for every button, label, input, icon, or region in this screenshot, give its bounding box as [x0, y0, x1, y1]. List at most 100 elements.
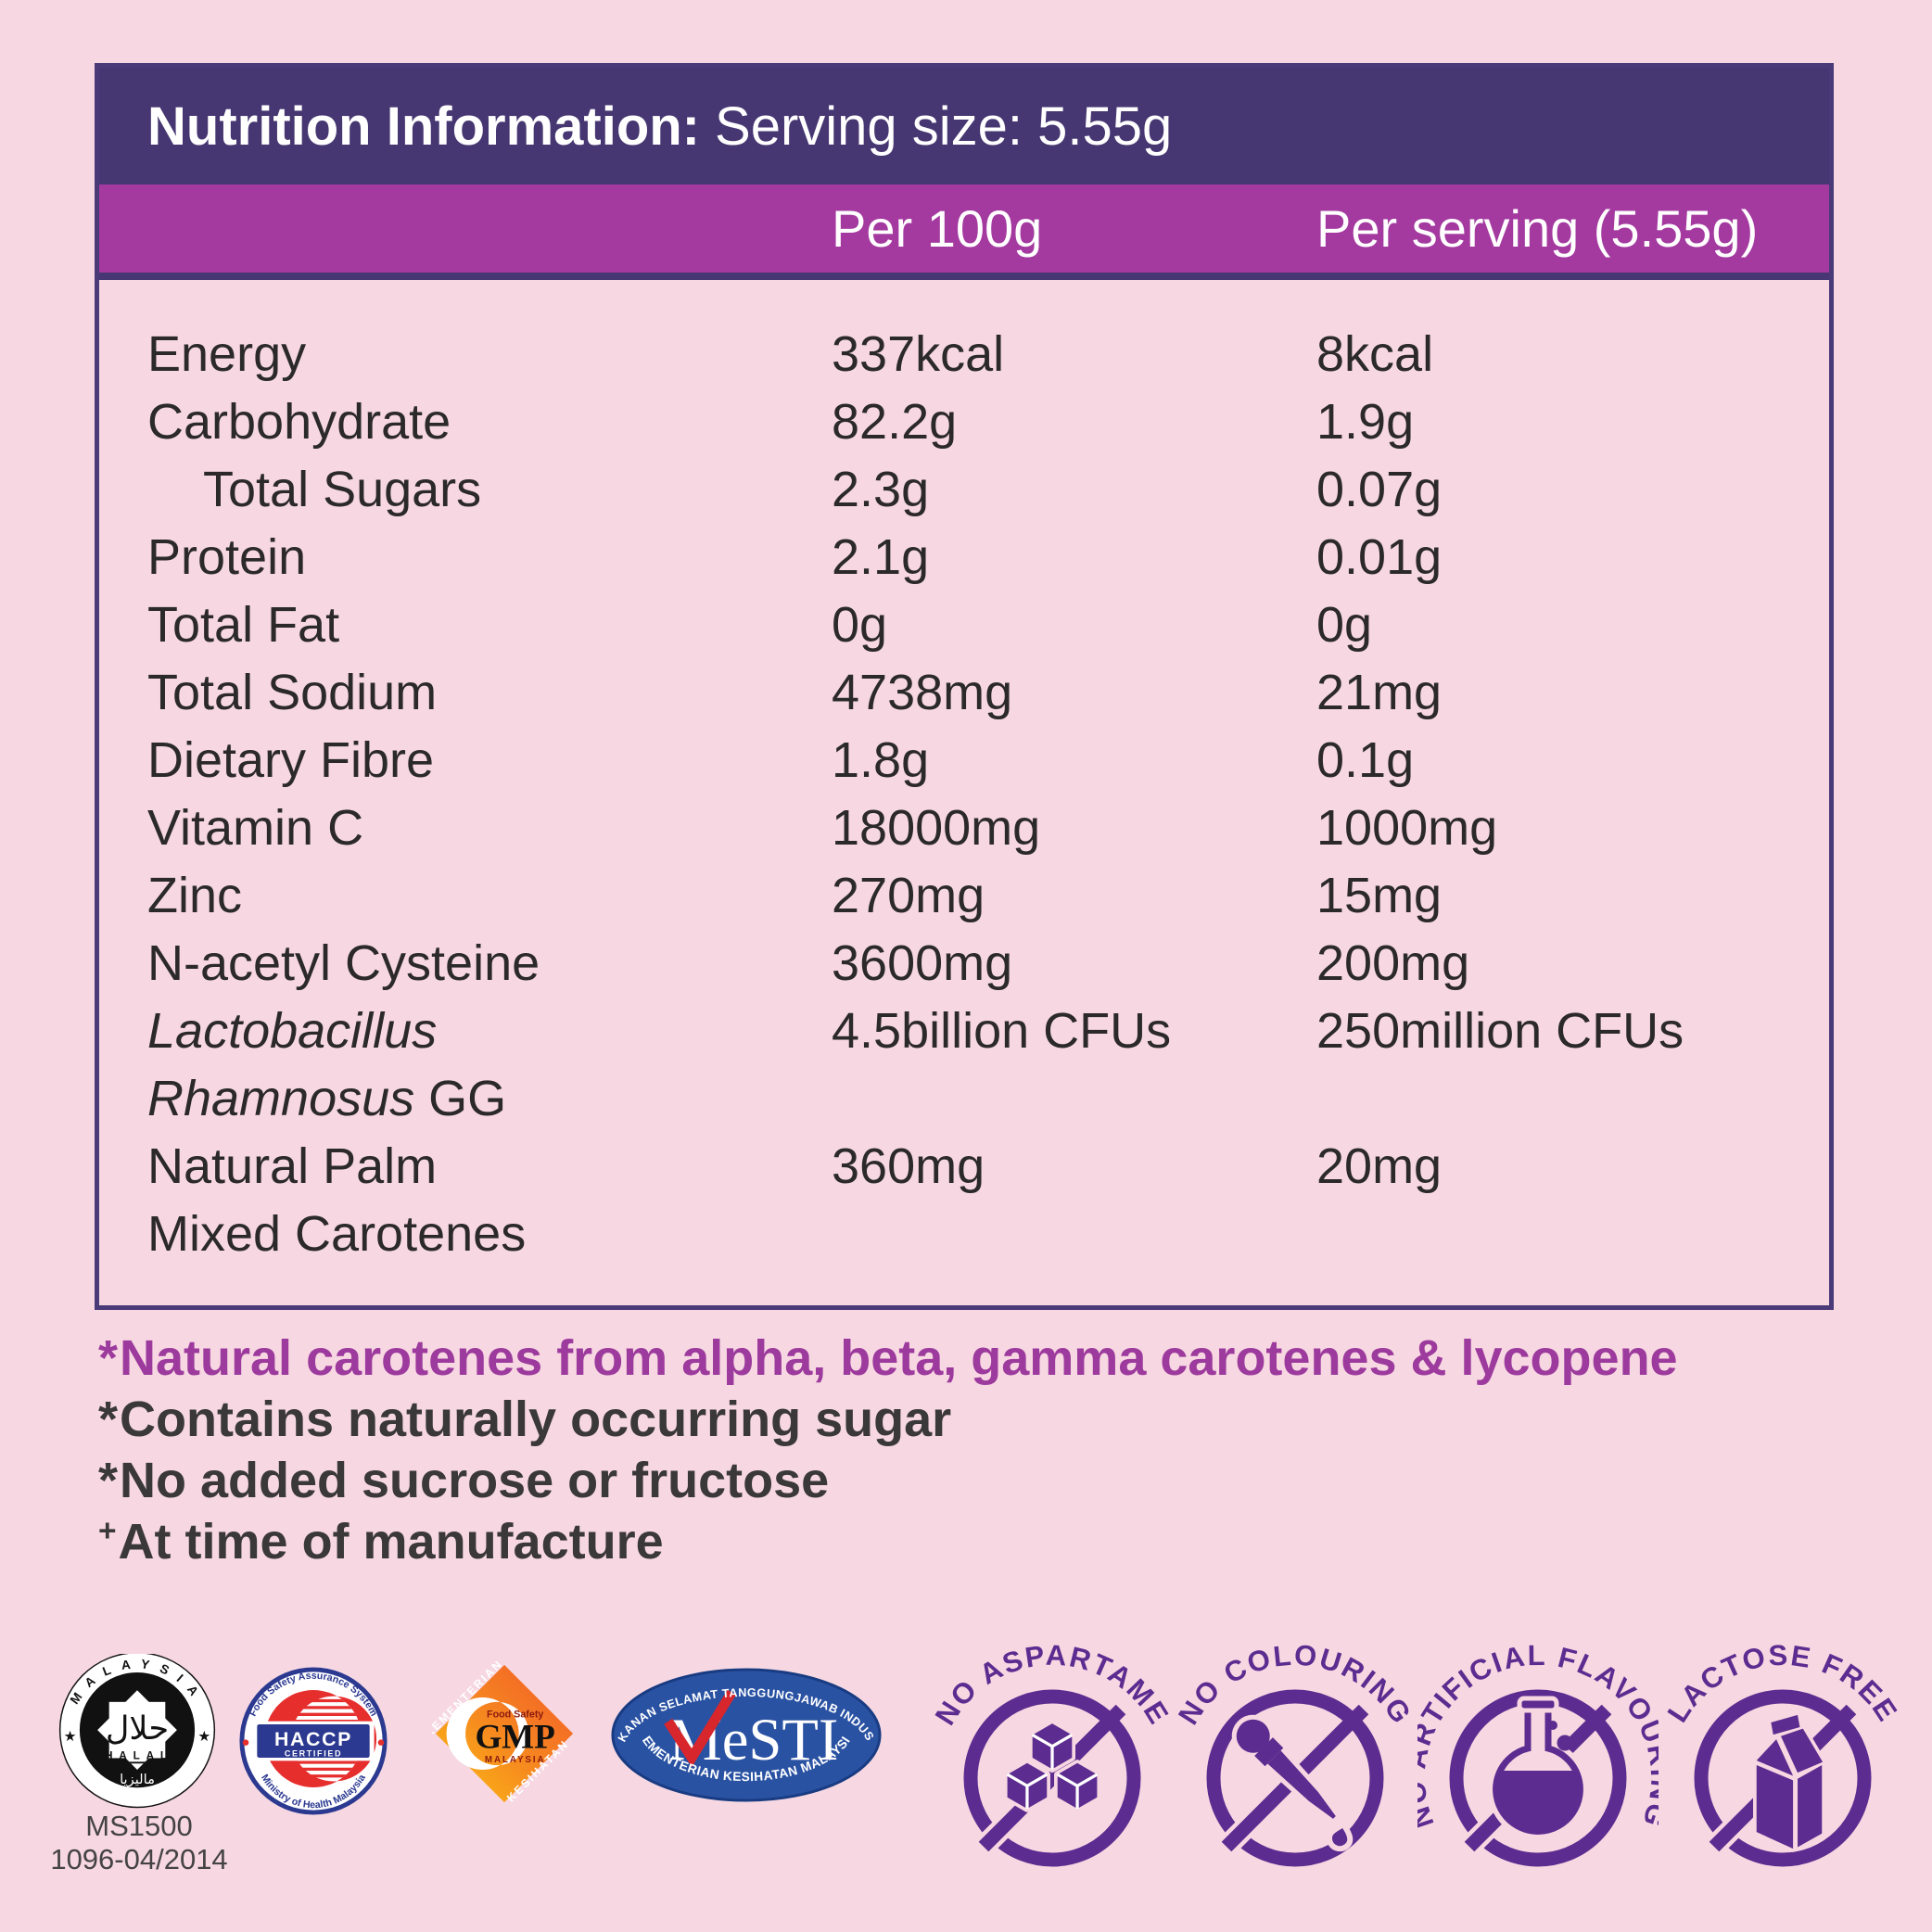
halal-malaysia-logo: MALAYSIA ★ ★ حلال HALAL ماليزيا [58, 1654, 216, 1809]
svg-text:NO COLOURING: NO COLOURING [1175, 1638, 1416, 1730]
haccp-acronym: HACCP [274, 1728, 352, 1750]
halal-star-right: ★ [197, 1729, 210, 1745]
nutrient-name: Total Sugars [203, 462, 482, 517]
footnote-no-added-sucrose: *No added sucrose or fructose [98, 1453, 830, 1508]
halal-arabic-text: حلال [106, 1710, 169, 1748]
table-row: Dietary Fibre 1.8g 0.1g [99, 727, 1829, 794]
footnotes: *Natural carotenes from alpha, beta, gam… [98, 1328, 1678, 1572]
no-aspartame-label: NO ASPARTAME [929, 1639, 1175, 1731]
table-row: Lactobacillus Rhamnosus GG 4.5billion CFUs… [99, 998, 1829, 1133]
halal-label-text: HALAL [105, 1749, 173, 1761]
value-per-serving: 200mg [1316, 935, 1470, 991]
haccp-certified-text: CERTIFIED [285, 1748, 342, 1758]
asterisk: * [98, 1330, 119, 1386]
value-per-serving: 21mg [1316, 665, 1443, 720]
value-per-serving: 15mg [1316, 868, 1443, 923]
value-per-100g: 337kcal [832, 326, 1005, 382]
column-header-per-100g: Per 100g [832, 199, 1043, 258]
footnote-at-time-of-manufacture: +At time of manufacture [98, 1514, 664, 1570]
halal-code-ms1500: MS1500 [85, 1810, 193, 1842]
table-row: N-acetyl Cysteine 3600mg 200mg [99, 930, 1829, 998]
lactose-free-icon: LACTOSE FREE [1661, 1639, 1902, 1867]
prohibition-ring [963, 1689, 1141, 1867]
halal-cert-codes: MS1500 1096-04/2014 [41, 1810, 237, 1876]
mesti-acronym: MeSTI [668, 1706, 838, 1773]
sugar-cube [1003, 1760, 1050, 1812]
footnote-naturally-occurring-sugar: *Contains naturally occurring sugar [98, 1392, 952, 1447]
haccp-logo: HACCP CERTIFIED Food Safety Assurance Sy… [239, 1667, 388, 1815]
nutrient-name: Vitamin C [147, 800, 364, 856]
prohibition-slash [978, 1704, 1126, 1852]
plus-sign: + [98, 1514, 117, 1548]
value-per-100g: 2.1g [832, 529, 930, 585]
nutrient-name: N-acetyl Cysteine [147, 935, 540, 991]
sugar-cubes-icon [1003, 1720, 1101, 1812]
gmp-malaysia-text: MALAYSIA [485, 1755, 546, 1765]
value-per-100g: 270mg [832, 868, 985, 923]
no-aspartame-badge: NO ASPARTAME [929, 1632, 1175, 1873]
table-row: Carbohydrate 82.2g 1.9g [99, 388, 1829, 456]
no-colouring-badge: NO COLOURING [1172, 1632, 1417, 1873]
nutrient-name: Lactobacillus Rhamnosus GG [147, 1003, 507, 1126]
halal-star-left: ★ [64, 1729, 77, 1745]
prohibition-ring [1694, 1689, 1872, 1867]
asterisk: * [98, 1392, 119, 1447]
nutrition-table-body: Energy 337kcal 8kcal Carbohydrate 82.2g 1.9g T… [99, 280, 1829, 1268]
halal-code-number: 1096-04/2014 [50, 1843, 228, 1875]
haccp-crescent [264, 1690, 377, 1788]
value-per-100g: 18000mg [832, 800, 1041, 856]
drop-icon [1326, 1820, 1354, 1852]
table-row: Protein 2.1g 0.01g [99, 524, 1829, 591]
no-artificial-flavouring-icon: NO ARTIFICIAL FLAVOURING [1398, 1639, 1675, 1867]
no-colouring-label: NO COLOURING [1172, 1638, 1417, 1730]
value-per-100g: 3600mg [832, 935, 1013, 991]
value-per-100g: 4738mg [832, 665, 1013, 720]
value-per-100g: 4.5billion CFUs [832, 1003, 1172, 1059]
serving-size-text: Serving size: 5.55g [715, 95, 1173, 157]
flask-icon [1487, 1696, 1589, 1840]
table-row: Energy 337kcal 8kcal [99, 321, 1829, 388]
nutrient-name: Carbohydrate [147, 394, 451, 450]
prohibition-ring [1206, 1689, 1384, 1867]
value-per-100g: 0g [832, 597, 888, 653]
haccp-band [257, 1723, 370, 1759]
nutrient-name: Protein [147, 529, 307, 585]
asterisk: * [98, 1453, 119, 1508]
panel-header: Nutrition Information: Serving size: 5.5… [99, 68, 1829, 184]
value-per-serving: 0.07g [1316, 462, 1443, 517]
nutrient-name: Natural Palm Mixed Carotenes [147, 1138, 527, 1262]
no-aspartame-icon: NO ASPARTAME [929, 1639, 1175, 1867]
sugar-cube [1028, 1720, 1076, 1773]
column-header-per-serving: Per serving (5.55g) [1316, 199, 1759, 258]
value-per-serving: 8kcal [1316, 326, 1434, 382]
halal-white-band [60, 1654, 214, 1807]
no-colouring-icon: NO COLOURING [1172, 1638, 1417, 1867]
table-row: Natural Palm Mixed Carotenes 360mg 20mg [99, 1133, 1829, 1268]
value-per-serving: 1.9g [1316, 394, 1415, 450]
gmp-food-safety-text: Food Safety [487, 1709, 543, 1720]
value-per-serving: 0g [1316, 597, 1373, 653]
nutrient-name: Total Sodium [147, 665, 438, 720]
value-per-serving: 0.1g [1316, 732, 1415, 788]
value-per-100g: 2.3g [832, 462, 930, 517]
nutrient-name: Energy [147, 326, 307, 382]
nutrient-name: Zinc [147, 868, 243, 923]
nutrient-name: Total Fat [147, 597, 340, 653]
sugar-cube [1054, 1760, 1101, 1812]
mesti-ellipse [611, 1668, 882, 1802]
table-row: Vitamin C 18000mg 1000mg [99, 794, 1829, 862]
halal-arabic-bottom: ماليزيا [120, 1772, 155, 1787]
value-per-serving: 1000mg [1316, 800, 1498, 856]
milk-carton-icon [1753, 1711, 1826, 1852]
mesti-check-icon [664, 1689, 736, 1768]
table-row: Total Fat 0g 0g [99, 591, 1829, 659]
value-per-100g: 360mg [832, 1138, 985, 1194]
gmp-crescent [446, 1697, 529, 1770]
panel-title: Nutrition Information: [147, 95, 701, 157]
table-row: Total Sodium 4738mg 21mg [99, 659, 1829, 727]
gmp-logo: Food Safety GMP MALAYSIA KEMENTERIAN KES… [432, 1661, 574, 1804]
mesti-logo: MeSTI MAKANAN SELAMAT TANGGUNGJAWAB INDU… [610, 1667, 882, 1802]
value-per-100g: 82.2g [832, 394, 958, 450]
gmp-acronym: GMP [475, 1719, 554, 1757]
